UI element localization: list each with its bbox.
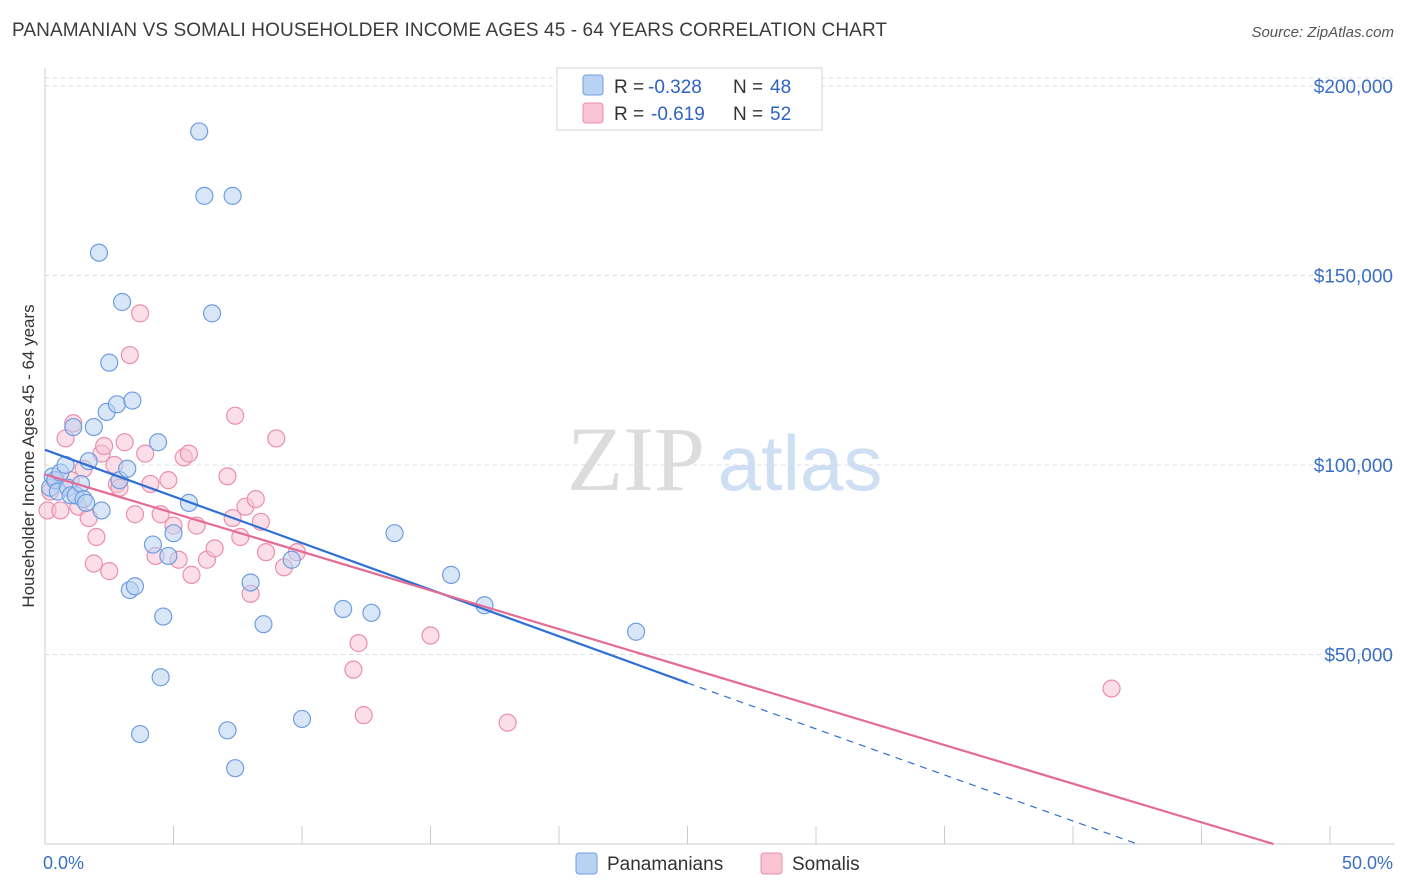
somalis-point-22: [136, 444, 155, 463]
panamanians-point-37: [218, 721, 237, 740]
somalis-point-21: [130, 304, 150, 323]
panamanians-point-28: [148, 433, 168, 452]
panamanians-point-45: [362, 603, 381, 622]
panamanians-point-13: [79, 452, 98, 471]
panamanians-point-29: [151, 668, 170, 687]
panamanians-point-14: [84, 417, 103, 437]
panamanians-point-40: [241, 573, 260, 592]
somalis-point-37: [226, 406, 245, 425]
somalis-point-44: [267, 429, 286, 448]
somalis-point-43: [256, 543, 276, 562]
series-legend: Panamanians Somalis: [575, 852, 860, 875]
somalis-point-30: [179, 444, 199, 463]
panamanians-point-8: [64, 417, 83, 437]
panamanians-point-19: [107, 395, 127, 414]
grid-lines: [45, 77, 1395, 655]
panamanians-point-15: [89, 243, 109, 262]
somalis-point-50: [421, 626, 440, 645]
series-swatch-somalis: [760, 852, 783, 875]
stats-legend: R = -0.328 N = 48 R = -0.619 N = 52: [556, 67, 823, 131]
somalis-point-48: [349, 634, 368, 653]
y-tick-label-1: $100,000: [1314, 456, 1393, 477]
source-credit: Source: ZipAtlas.com: [1251, 24, 1394, 41]
panamanians-points: [41, 122, 646, 778]
panamanians-point-27: [143, 535, 163, 554]
y-tick-label-2: $150,000: [1314, 266, 1393, 287]
legend-swatch-pink: [582, 102, 604, 124]
panamanians-point-25: [125, 577, 145, 596]
panamanians-point-34: [190, 122, 209, 141]
somalis-points: [38, 304, 1121, 732]
panamanians-point-22: [118, 459, 137, 478]
series-label-somalis: Somalis: [792, 854, 860, 875]
chart-title: PANAMANIAN VS SOMALI HOUSEHOLDER INCOME …: [12, 20, 888, 41]
somalis-trend-line: [44, 473, 1274, 846]
legend-r-value-blue: -0.328: [648, 77, 702, 98]
somalis-point-19: [120, 345, 139, 365]
panamanians-point-49: [626, 622, 646, 641]
x-tick-marks: [44, 826, 1331, 844]
legend-r-label-blue: R =: [614, 77, 644, 98]
legend-n-value-pink: 52: [770, 104, 791, 125]
somalis-point-26: [159, 471, 178, 490]
somalis-point-41: [246, 489, 265, 509]
somalis-point-11: [87, 527, 106, 547]
panamanians-point-38: [223, 186, 242, 205]
somalis-point-34: [205, 539, 224, 558]
somalis-point-52: [1102, 679, 1121, 698]
somalis-point-51: [498, 713, 517, 732]
panamanians-point-24: [123, 391, 142, 410]
panamanians-point-32: [164, 524, 183, 543]
panamanians-point-30: [154, 607, 173, 626]
panamanians-point-26: [130, 724, 150, 744]
x-tick-label-min: 0.0%: [43, 853, 84, 873]
panamanians-point-35: [195, 186, 214, 205]
panamanians-point-44: [334, 599, 353, 619]
panamanians-point-42: [282, 550, 301, 569]
y-tick-label-3: $200,000: [1314, 77, 1393, 98]
panamanians-point-31: [159, 546, 178, 566]
panamanians-point-16: [92, 501, 111, 520]
legend-n-value-blue: 48: [770, 77, 791, 98]
somalis-point-20: [125, 505, 145, 524]
legend-n-label-pink: N =: [733, 104, 763, 125]
watermark-zip: ZIP: [567, 408, 705, 510]
panamanians-point-36: [202, 304, 222, 323]
panamanians-point-12: [77, 493, 96, 512]
panamanians-trend-extension: [687, 682, 1138, 845]
panamanians-point-41: [254, 615, 273, 634]
panamanians-point-18: [100, 353, 119, 372]
panamanians-point-43: [292, 709, 312, 729]
series-label-panamanians: Panamanians: [607, 854, 723, 875]
legend-r-value-pink: -0.619: [651, 104, 705, 125]
panamanians-trend-line: [44, 448, 688, 684]
panamanians-point-39: [226, 759, 245, 778]
y-tick-labels: $50,000 $100,000 $150,000 $200,000: [1314, 77, 1393, 667]
somalis-point-14: [100, 562, 119, 581]
panamanians-point-47: [441, 565, 461, 584]
trend-lines: [44, 448, 1274, 846]
legend-n-label-blue: N =: [733, 77, 763, 98]
legend-swatch-blue: [582, 74, 604, 96]
panamanians-point-46: [385, 524, 404, 543]
legend-r-label-pink: R =: [614, 104, 644, 125]
somalis-point-10: [84, 554, 103, 573]
somalis-point-13: [95, 436, 114, 456]
y-tick-label-0: $50,000: [1324, 645, 1393, 666]
y-axis-label: Householder Income Ages 45 - 64 years: [19, 304, 38, 607]
somalis-point-35: [218, 467, 237, 486]
somalis-point-18: [115, 433, 134, 452]
somalis-point-49: [354, 706, 373, 725]
somalis-point-47: [344, 660, 363, 679]
somalis-point-31: [182, 565, 201, 584]
x-tick-label-max: 50.0%: [1342, 853, 1393, 873]
panamanians-point-21: [112, 292, 132, 312]
somalis-point-3: [51, 501, 70, 520]
series-swatch-panamanians: [575, 852, 598, 875]
watermark-atlas: atlas: [718, 419, 883, 507]
